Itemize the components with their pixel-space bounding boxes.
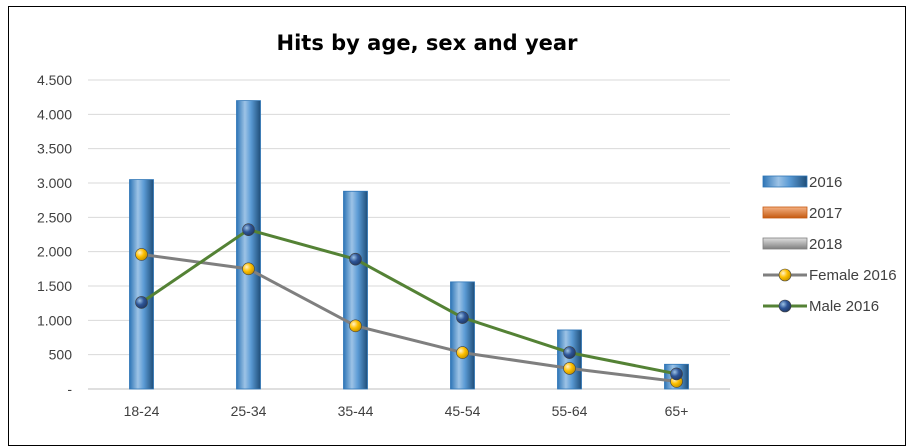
bar-2016 bbox=[343, 190, 368, 390]
x-axis-ticks: 18-24 25-34 35-44 45-54 55-64 65+ bbox=[124, 403, 689, 419]
legend-marker-female-2016 bbox=[778, 268, 792, 282]
x-tick-label: 45-54 bbox=[445, 403, 481, 419]
bar-2016 bbox=[450, 281, 475, 390]
x-tick-label: 35-44 bbox=[338, 403, 374, 419]
x-tick-label: 55-64 bbox=[552, 403, 588, 419]
y-tick-label: 1.500 bbox=[37, 278, 72, 294]
y-tick-label: 3.000 bbox=[37, 175, 72, 191]
y-tick-label: - bbox=[67, 381, 72, 397]
lines bbox=[135, 223, 683, 388]
chart-title: Hits by age, sex and year bbox=[277, 31, 579, 55]
point-male-2016 bbox=[242, 223, 255, 236]
point-male-2016 bbox=[349, 252, 362, 266]
point-male-2016 bbox=[670, 367, 683, 381]
legend-label-2016: 2016 bbox=[809, 174, 842, 191]
y-tick-label: 500 bbox=[49, 347, 73, 363]
y-tick-label: 2.500 bbox=[37, 209, 72, 225]
y-tick-label: 4.000 bbox=[37, 106, 72, 122]
point-female-2016 bbox=[456, 346, 469, 359]
bar-2016 bbox=[557, 329, 582, 390]
y-tick-label: 2.000 bbox=[37, 244, 72, 260]
hits-chart: Hits by age, sex and year - 500 1.000 1.500… bbox=[37, 31, 897, 419]
point-female-2016 bbox=[135, 248, 148, 261]
x-tick-label: 25-34 bbox=[231, 403, 267, 419]
line-female-2016 bbox=[141, 252, 677, 383]
point-female-2016 bbox=[563, 362, 576, 375]
point-female-2016 bbox=[242, 262, 255, 276]
point-male-2016 bbox=[135, 296, 148, 309]
legend-marker-male-2016 bbox=[778, 299, 792, 313]
y-tick-label: 3.500 bbox=[37, 141, 72, 157]
legend-label-female-2016: Female 2016 bbox=[809, 267, 897, 284]
legend-swatch-2016 bbox=[762, 175, 808, 188]
x-tick-label: 65+ bbox=[665, 403, 689, 419]
bars-2016 bbox=[129, 100, 689, 390]
point-male-2016 bbox=[456, 311, 469, 324]
y-axis-ticks: - 500 1.000 1.500 2.000 2.500 3.000 3.500 4.000 4… bbox=[37, 72, 72, 397]
bar-2016 bbox=[236, 100, 261, 390]
point-male-2016 bbox=[563, 346, 576, 359]
x-tick-label: 18-24 bbox=[124, 403, 160, 419]
legend-label-male-2016: Male 2016 bbox=[809, 298, 879, 315]
gridlines bbox=[88, 79, 730, 390]
point-female-2016 bbox=[349, 319, 362, 333]
legend-swatch-2018 bbox=[762, 237, 808, 250]
bar-2016 bbox=[129, 179, 154, 390]
y-tick-label: 1.000 bbox=[37, 312, 72, 328]
legend-label-2018: 2018 bbox=[809, 236, 842, 253]
y-tick-label: 4.500 bbox=[37, 72, 72, 88]
legend-label-2017: 2017 bbox=[809, 205, 842, 222]
line-male-2016 bbox=[140, 228, 677, 376]
legend-swatch-2017 bbox=[762, 206, 808, 219]
legend: 2016 2017 2018 Female 2016 Male 2016 bbox=[762, 174, 897, 315]
